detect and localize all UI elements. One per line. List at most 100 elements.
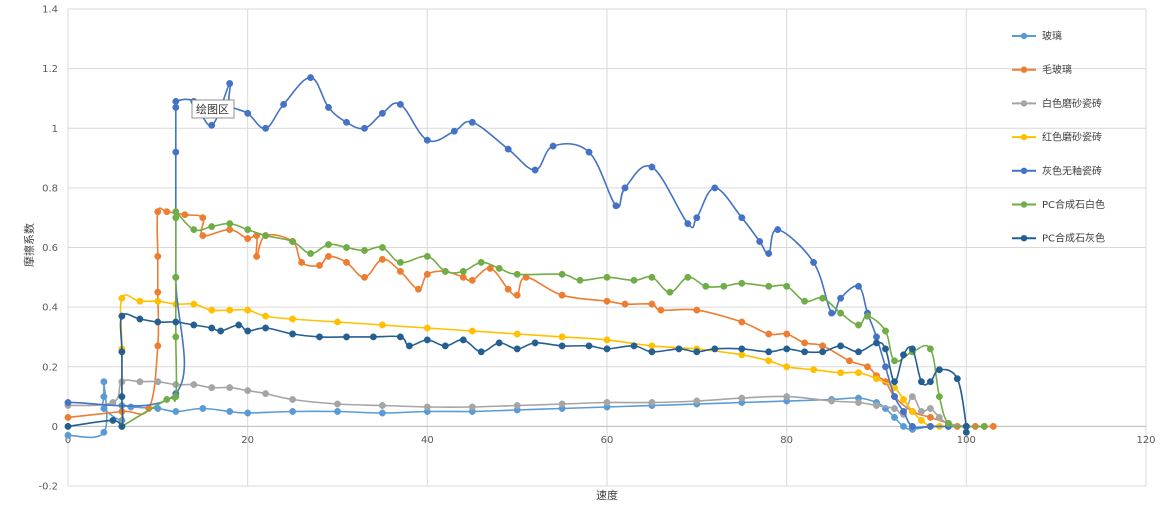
data-point[interactable] <box>513 330 521 338</box>
data-point[interactable] <box>783 363 791 371</box>
data-point[interactable] <box>513 291 521 299</box>
data-point[interactable] <box>891 413 898 421</box>
data-point[interactable] <box>64 413 72 421</box>
data-point[interactable] <box>612 202 620 210</box>
data-point[interactable] <box>711 345 719 353</box>
series-5[interactable] <box>64 74 970 430</box>
data-point[interactable] <box>837 309 845 317</box>
data-point[interactable] <box>864 312 871 320</box>
data-point[interactable] <box>172 148 180 156</box>
data-point[interactable] <box>855 348 862 356</box>
data-point[interactable] <box>908 345 916 353</box>
data-point[interactable] <box>684 220 692 228</box>
data-point[interactable] <box>765 357 773 365</box>
data-point[interactable] <box>944 419 952 427</box>
data-point[interactable] <box>873 375 880 383</box>
data-point[interactable] <box>118 393 126 401</box>
data-point[interactable] <box>172 97 180 105</box>
data-point[interactable] <box>926 422 934 430</box>
data-point[interactable] <box>917 416 925 424</box>
data-point[interactable] <box>810 258 818 266</box>
data-point[interactable] <box>935 413 943 421</box>
data-point[interactable] <box>513 345 521 353</box>
data-point[interactable] <box>621 184 629 192</box>
data-point[interactable] <box>468 403 476 411</box>
data-point[interactable] <box>172 273 180 281</box>
data-point[interactable] <box>190 300 198 308</box>
data-point[interactable] <box>172 333 180 341</box>
data-point[interactable] <box>576 276 584 284</box>
data-point[interactable] <box>136 315 144 323</box>
data-point[interactable] <box>926 345 934 353</box>
data-point[interactable] <box>693 397 701 405</box>
data-point[interactable] <box>441 342 449 350</box>
data-point[interactable] <box>172 318 180 326</box>
data-point[interactable] <box>289 238 297 245</box>
data-point[interactable] <box>917 408 925 415</box>
legend-item[interactable]: 灰色无釉瓷砖 <box>1012 164 1102 177</box>
data-point[interactable] <box>900 408 907 415</box>
data-point[interactable] <box>891 405 898 412</box>
series-line[interactable] <box>121 208 985 428</box>
data-point[interactable] <box>765 348 773 356</box>
data-point[interactable] <box>783 282 791 290</box>
data-point[interactable] <box>172 103 180 111</box>
data-point[interactable] <box>378 409 386 417</box>
data-point[interactable] <box>325 241 332 248</box>
data-point[interactable] <box>289 330 297 338</box>
data-point[interactable] <box>603 345 611 353</box>
data-point[interactable] <box>702 282 710 290</box>
legend-item[interactable]: 毛玻璃 <box>1012 63 1072 76</box>
data-point[interactable] <box>361 124 368 132</box>
data-point[interactable] <box>441 267 449 275</box>
legend-item[interactable]: 白色磨砂瓷砖 <box>1012 97 1102 110</box>
data-point[interactable] <box>648 348 656 356</box>
data-point[interactable] <box>765 282 773 290</box>
data-point[interactable] <box>405 342 413 350</box>
data-point[interactable] <box>423 336 431 344</box>
data-point[interactable] <box>828 309 836 317</box>
data-point[interactable] <box>837 342 845 350</box>
data-point[interactable] <box>118 348 126 356</box>
data-point[interactable] <box>873 339 880 347</box>
data-point[interactable] <box>244 109 252 117</box>
data-point[interactable] <box>648 163 656 171</box>
data-point[interactable] <box>666 288 674 296</box>
data-point[interactable] <box>262 390 270 398</box>
data-point[interactable] <box>154 378 162 386</box>
data-point[interactable] <box>316 333 323 341</box>
data-point[interactable] <box>244 409 252 417</box>
data-point[interactable] <box>846 357 853 365</box>
data-point[interactable] <box>738 345 746 353</box>
data-point[interactable] <box>199 405 207 412</box>
data-point[interactable] <box>980 422 988 430</box>
data-point[interactable] <box>361 247 368 254</box>
data-point[interactable] <box>891 393 898 401</box>
data-point[interactable] <box>154 342 162 350</box>
data-point[interactable] <box>307 74 315 82</box>
data-point[interactable] <box>136 297 144 305</box>
data-point[interactable] <box>414 285 422 293</box>
data-point[interactable] <box>917 378 925 386</box>
data-point[interactable] <box>738 318 746 326</box>
data-point[interactable] <box>226 226 234 234</box>
data-point[interactable] <box>531 339 539 347</box>
data-point[interactable] <box>172 214 180 222</box>
data-point[interactable] <box>648 273 656 281</box>
data-point[interactable] <box>693 214 701 222</box>
data-point[interactable] <box>468 276 476 284</box>
data-point[interactable] <box>262 124 270 132</box>
data-point[interactable] <box>396 267 404 275</box>
data-point[interactable] <box>513 402 521 409</box>
data-point[interactable] <box>244 235 252 243</box>
data-point[interactable] <box>378 109 386 117</box>
data-point[interactable] <box>378 321 386 329</box>
series-line[interactable] <box>67 379 985 428</box>
data-point[interactable] <box>396 258 404 266</box>
data-point[interactable] <box>199 214 207 222</box>
data-point[interactable] <box>423 252 431 260</box>
data-point[interactable] <box>468 327 476 335</box>
data-point[interactable] <box>378 244 386 251</box>
data-point[interactable] <box>369 333 377 341</box>
data-point[interactable] <box>477 348 485 356</box>
